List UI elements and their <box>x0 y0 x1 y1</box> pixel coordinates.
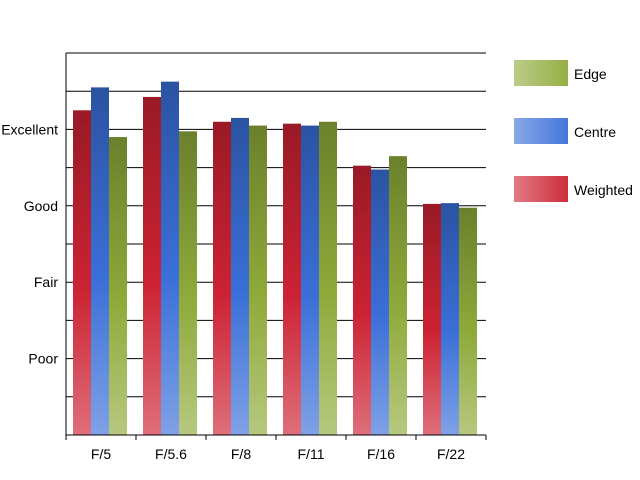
bar-weighted-f22 <box>423 203 441 435</box>
x-tick-label: F/5.6 <box>155 446 187 462</box>
bar-centre-f8 <box>231 117 249 435</box>
bar-edge-f8 <box>249 125 267 435</box>
bar-centre-f11 <box>301 125 319 435</box>
x-tick-label: F/16 <box>367 446 395 462</box>
axes <box>65 53 487 440</box>
bar-weighted-f16 <box>353 165 371 435</box>
bar-centre-f16 <box>371 169 389 435</box>
y-tick-label: Poor <box>28 351 58 367</box>
legend-label-weighted: Weighted <box>574 182 633 198</box>
legend-swatch-centre <box>514 118 568 144</box>
bar-centre-f5 <box>91 87 109 435</box>
bar-centre-f56 <box>161 81 179 436</box>
legend-swatch-weighted <box>514 176 568 202</box>
legend-swatch-edge <box>514 60 568 86</box>
bar-weighted-f5 <box>73 110 91 436</box>
bar-edge-f22 <box>459 207 477 435</box>
x-tick-label: F/22 <box>437 446 465 462</box>
bar-weighted-f56 <box>143 96 161 436</box>
legend-label-edge: Edge <box>574 66 607 82</box>
x-tick-label: F/8 <box>231 446 251 462</box>
y-tick-label: Good <box>24 198 58 214</box>
bar-edge-f11 <box>319 121 337 435</box>
y-tick-label: Excellent <box>1 121 58 137</box>
legend: Edge Centre Weighted <box>514 60 633 202</box>
legend-label-centre: Centre <box>574 124 616 140</box>
x-tick-labels: F/5 F/5.6 F/8 F/11 F/16 F/22 <box>91 446 465 462</box>
grid <box>66 52 486 398</box>
y-tick-label: Fair <box>34 274 58 290</box>
bars <box>73 81 477 436</box>
bar-edge-f5 <box>109 137 127 436</box>
x-tick-label: F/11 <box>298 446 325 462</box>
bar-edge-f16 <box>389 156 407 435</box>
x-tick-label: F/5 <box>91 446 111 462</box>
bar-weighted-f11 <box>283 123 301 436</box>
bar-edge-f56 <box>179 131 197 435</box>
bar-centre-f22 <box>441 203 459 435</box>
bar-weighted-f8 <box>213 121 231 435</box>
y-tick-labels: Poor Fair Good Excellent <box>1 121 58 366</box>
